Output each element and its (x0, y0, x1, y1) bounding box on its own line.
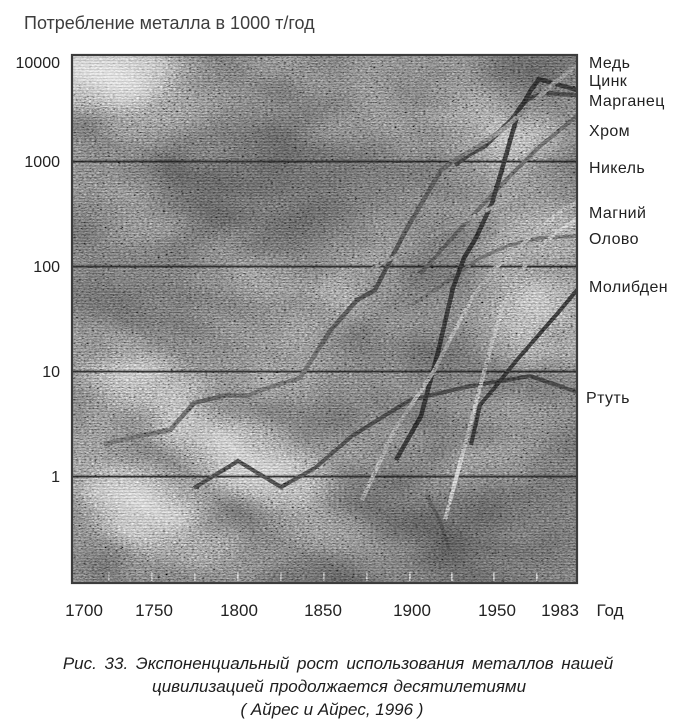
svg-text:100: 100 (33, 259, 60, 276)
svg-text:Цинк: Цинк (589, 73, 628, 90)
svg-text:1983: 1983 (541, 601, 579, 620)
svg-text:1800: 1800 (220, 601, 258, 620)
svg-text:1900: 1900 (393, 601, 431, 620)
svg-text:Никель: Никель (589, 160, 645, 177)
svg-text:1: 1 (51, 469, 60, 486)
svg-text:Год: Год (596, 601, 623, 620)
svg-text:Хром: Хром (589, 123, 630, 140)
svg-text:10000: 10000 (16, 55, 61, 72)
svg-text:Ртуть: Ртуть (586, 390, 630, 407)
svg-text:Магний: Магний (589, 205, 646, 222)
svg-text:Марганец: Марганец (589, 93, 665, 110)
svg-text:Олово: Олово (589, 231, 639, 248)
svg-text:Рис. 33. Экспоненциальный рост: Рис. 33. Экспоненциальный рост использов… (63, 654, 614, 673)
svg-text:1850: 1850 (304, 601, 342, 620)
svg-text:1750: 1750 (135, 601, 173, 620)
svg-text:1950: 1950 (478, 601, 516, 620)
svg-text:Молибден: Молибден (589, 279, 668, 296)
svg-text:цивилизацией продолжается деся: цивилизацией продолжается десятилетиями (152, 677, 527, 696)
svg-text:( Айрес и Айрес, 1996 ): ( Айрес и Айрес, 1996 ) (241, 700, 424, 719)
svg-text:10: 10 (42, 364, 60, 381)
svg-text:1000: 1000 (24, 154, 60, 171)
svg-text:Потребление металла в 1000 т/г: Потребление металла в 1000 т/год (24, 13, 315, 33)
svg-text:1700: 1700 (65, 601, 103, 620)
svg-text:Медь: Медь (589, 55, 630, 72)
